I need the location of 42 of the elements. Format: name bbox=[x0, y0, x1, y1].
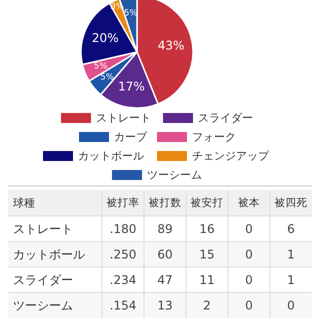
text: 0 bbox=[245, 272, 253, 287]
text: 6 bbox=[287, 222, 295, 236]
text: 2 bbox=[203, 298, 211, 312]
legend-label: ツーシーム bbox=[147, 168, 202, 182]
data-label: 5% bbox=[100, 72, 114, 82]
data-label: 17% bbox=[118, 79, 145, 94]
data-label: 20% bbox=[92, 30, 119, 45]
text: 15 bbox=[199, 247, 215, 262]
category-label: 被打数 bbox=[148, 196, 182, 209]
text: .250 bbox=[110, 247, 136, 262]
category-label: 被安打 bbox=[190, 196, 224, 209]
category-label: ツーシーム bbox=[13, 298, 73, 312]
text: 13 bbox=[157, 298, 173, 312]
text: 11 bbox=[199, 272, 215, 287]
legend-label: カーブ bbox=[114, 130, 148, 144]
legend-label: カットボール bbox=[78, 150, 144, 162]
category-label: 被本 bbox=[238, 196, 260, 209]
legend-label: スライダー bbox=[198, 112, 253, 124]
text: 球種 bbox=[13, 196, 35, 210]
text: 0 bbox=[245, 247, 253, 262]
text: 0 bbox=[245, 298, 253, 312]
text: 0 bbox=[245, 222, 253, 236]
text: 1 bbox=[287, 247, 295, 262]
category-label: 被打率 bbox=[106, 196, 140, 209]
text: 0 bbox=[287, 298, 295, 312]
text: .234 bbox=[110, 272, 136, 287]
data-label: 5% bbox=[94, 62, 108, 72]
data-label: 43% bbox=[158, 38, 184, 52]
category-label: 被四死 bbox=[274, 196, 308, 209]
text: 60 bbox=[157, 247, 173, 262]
legend-label: ストレート bbox=[96, 112, 151, 124]
legend-label: チェンジアップ bbox=[192, 150, 270, 162]
text: 89 bbox=[157, 222, 173, 236]
legend-label: フォーク bbox=[192, 130, 236, 144]
text: 1 bbox=[287, 272, 295, 287]
text: .180 bbox=[110, 222, 136, 236]
category-label: カットボール bbox=[13, 247, 85, 262]
category-label: ストレート bbox=[13, 222, 73, 236]
text: .154 bbox=[110, 298, 136, 312]
text: 47 bbox=[157, 272, 173, 287]
text: 16 bbox=[199, 222, 215, 236]
category-label: スライダー bbox=[13, 272, 73, 287]
